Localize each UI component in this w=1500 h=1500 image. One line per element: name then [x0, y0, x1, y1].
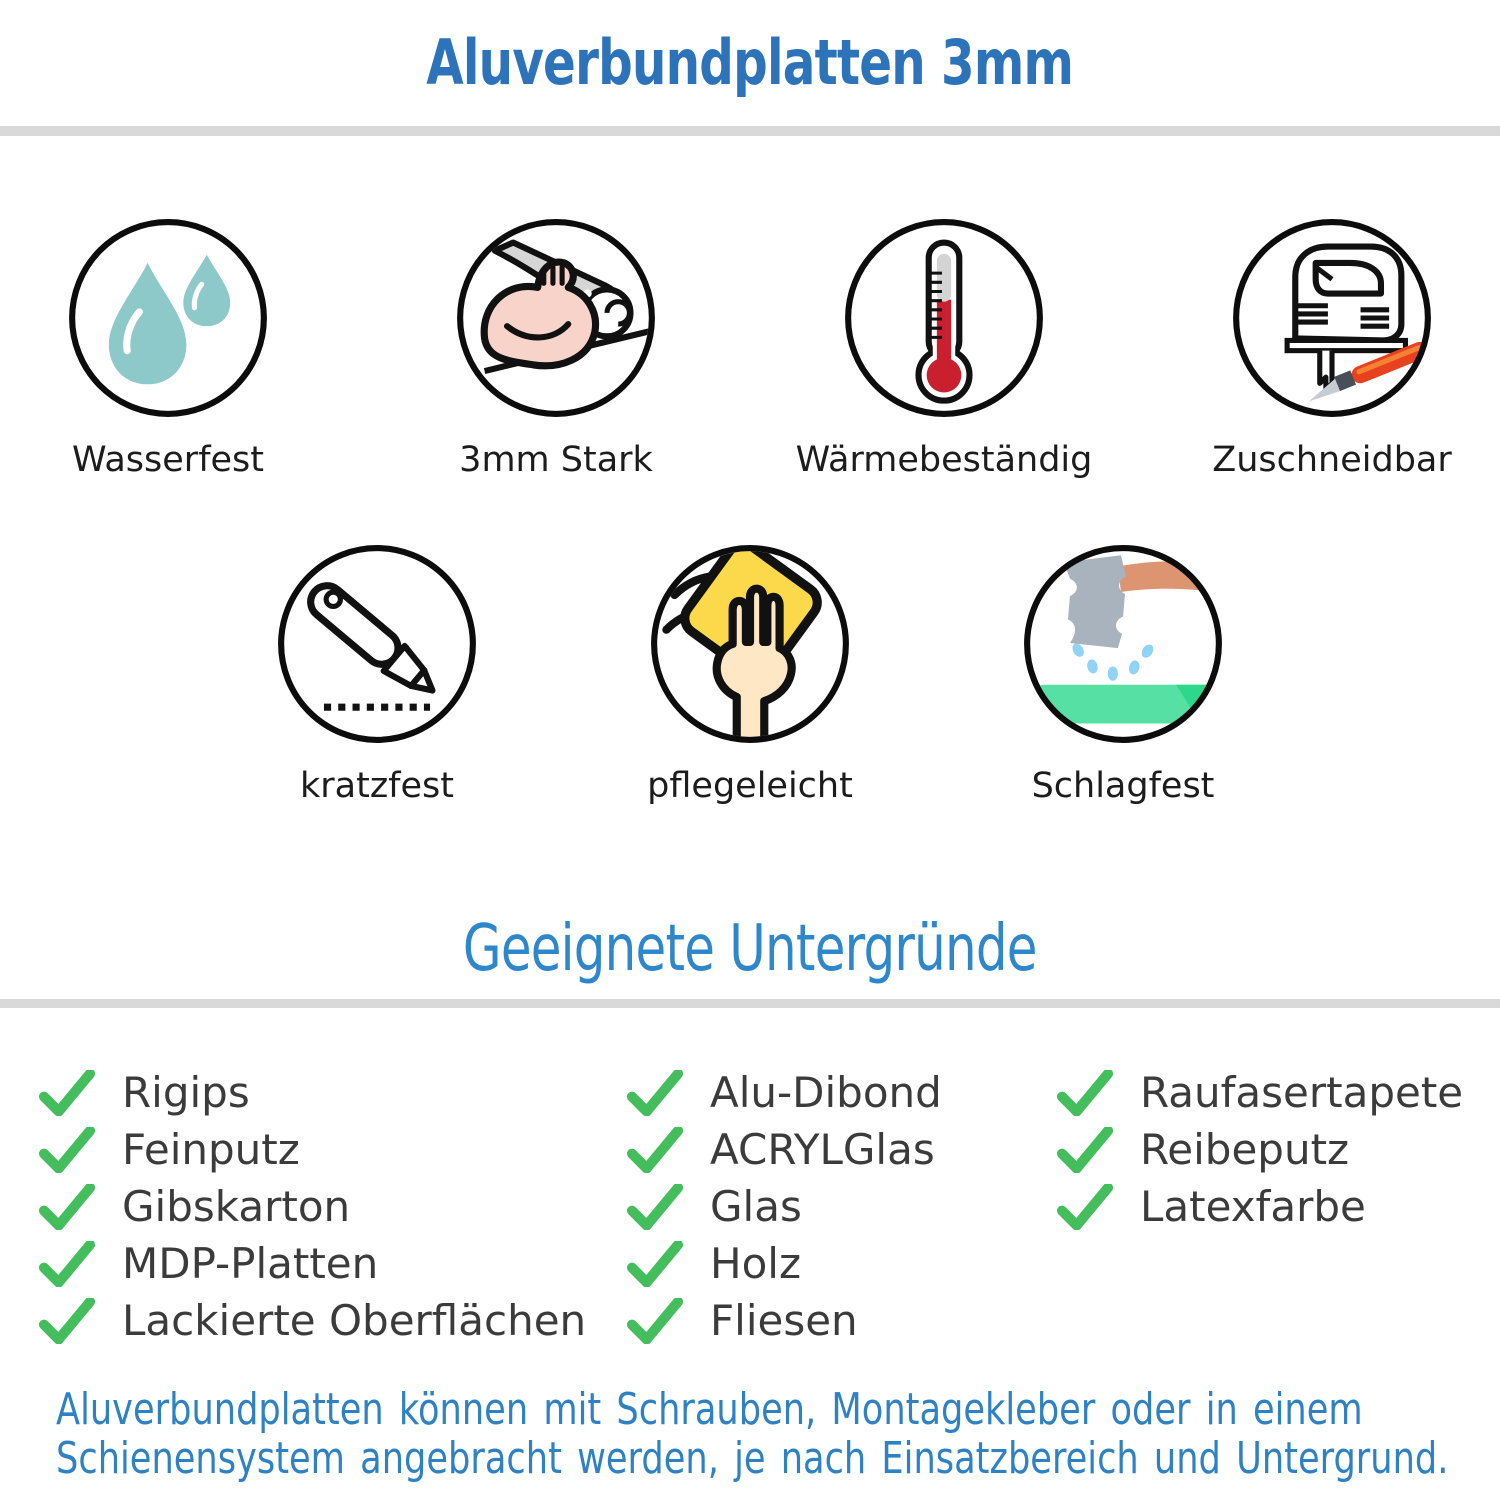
substrate-label: ACRYLGlas [710, 1125, 935, 1175]
muscle-arm-icon [457, 219, 655, 418]
feature-card: pflegeleicht [646, 542, 854, 806]
substrate-row: Rigips [38, 1064, 626, 1121]
footer-note: Aluverbundplatten können mit Schrauben, … [0, 1385, 1500, 1483]
check-icon [626, 1069, 684, 1116]
section-divider [0, 126, 1500, 137]
substrates-title: Geeignete Untergründe [463, 912, 1038, 987]
feature-card: kratzfest [273, 542, 481, 806]
substrate-label: Fliesen [710, 1296, 858, 1346]
check-icon [38, 1240, 96, 1287]
feature-card: Zuschneidbar [1212, 216, 1452, 480]
feature-label: 3mm Stark [459, 440, 653, 481]
substrate-row: ACRYLGlas [626, 1121, 1056, 1178]
substrate-row: Latexfarbe [1056, 1178, 1500, 1235]
cleaning-hand-icon [651, 545, 849, 744]
footer-note-line: Schienensystem angebracht werden, je nac… [56, 1433, 1449, 1485]
feature-card: 3mm Stark [452, 216, 660, 480]
check-icon [1056, 1126, 1114, 1173]
jigsaw-icon [1233, 219, 1431, 418]
substrate-row: Reibeputz [1056, 1121, 1500, 1178]
feature-label: Wasserfest [71, 440, 265, 481]
check-icon [38, 1069, 96, 1116]
feature-label: Schlagfest [1031, 766, 1215, 807]
check-icon [626, 1183, 684, 1230]
footer-note-line: Aluverbundplatten können mit Schrauben, … [56, 1384, 1363, 1436]
feature-card: Schlagfest [1019, 542, 1227, 806]
substrate-row: Raufasertapete [1056, 1064, 1500, 1121]
features-row-2: kratzfest pflegeleicht [0, 542, 1500, 806]
check-icon [1056, 1183, 1114, 1230]
check-icon [626, 1240, 684, 1287]
thermometer-icon [845, 219, 1043, 418]
substrate-column: Rigips Feinputz Gibskarton MDP-Platten Lacki… [38, 1064, 626, 1349]
feature-label: pflegeleicht [647, 766, 853, 807]
substrate-label: Alu-Dibond [710, 1068, 942, 1118]
feature-card: Wasserfest [64, 216, 272, 480]
substrate-label: Raufasertapete [1140, 1068, 1464, 1118]
substrates-list: Rigips Feinputz Gibskarton MDP-Platten Lacki… [0, 1064, 1500, 1349]
substrate-label: Feinputz [122, 1125, 300, 1175]
check-icon [38, 1183, 96, 1230]
check-icon [38, 1297, 96, 1344]
section-divider [0, 999, 1500, 1009]
hammer-icon [1024, 545, 1222, 744]
feature-label: Wärmebeständig [795, 440, 1093, 481]
utility-knife-icon [278, 545, 476, 744]
substrate-row: Lackierte Oberflächen [38, 1292, 626, 1349]
substrate-row: Feinputz [38, 1121, 626, 1178]
page-title: Aluverbundplatten 3mm [426, 26, 1075, 99]
substrate-label: Latexfarbe [1140, 1182, 1366, 1232]
substrate-label: Glas [710, 1182, 802, 1232]
check-icon [626, 1297, 684, 1344]
features-row-1: Wasserfest 3mm Stark [0, 216, 1500, 480]
substrate-label: Reibeputz [1140, 1125, 1350, 1175]
check-icon [626, 1126, 684, 1173]
substrate-label: Gibskarton [122, 1182, 351, 1232]
feature-label: kratzfest [299, 766, 454, 807]
substrate-label: MDP-Platten [122, 1239, 379, 1289]
feature-label: Zuschneidbar [1212, 440, 1452, 481]
feature-card: Wärmebeständig [796, 216, 1092, 480]
water-drops-icon [69, 219, 267, 418]
substrate-row: MDP-Platten [38, 1235, 626, 1292]
check-icon [38, 1126, 96, 1173]
substrate-row: Holz [626, 1235, 1056, 1292]
substrate-label: Holz [710, 1239, 801, 1289]
substrate-row: Glas [626, 1178, 1056, 1235]
check-icon [1056, 1069, 1114, 1116]
substrate-row: Alu-Dibond [626, 1064, 1056, 1121]
substrate-row: Fliesen [626, 1292, 1056, 1349]
substrate-label: Lackierte Oberflächen [122, 1296, 587, 1346]
substrate-column: Raufasertapete Reibeputz Latexfarbe [1056, 1064, 1500, 1349]
substrate-row: Gibskarton [38, 1178, 626, 1235]
substrate-column: Alu-Dibond ACRYLGlas Glas Holz Fliesen [626, 1064, 1056, 1349]
substrate-label: Rigips [122, 1068, 250, 1118]
